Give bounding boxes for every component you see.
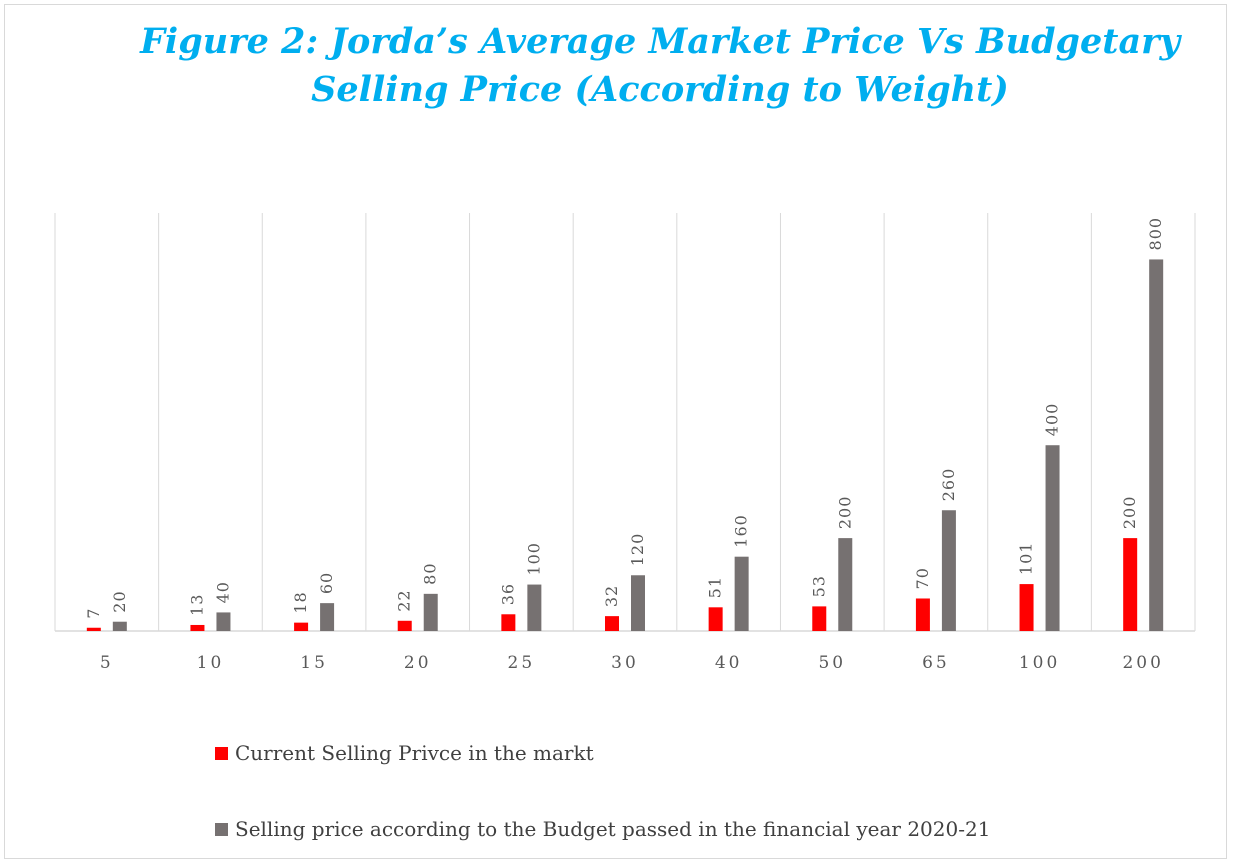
x-tick-label: 65 [922,653,950,673]
bar-budget-price [1149,259,1164,631]
chart-frame [4,4,1227,859]
data-label-budget: 100 [524,542,543,576]
data-label-budget: 20 [110,590,129,612]
x-tick-label: 10 [197,653,225,673]
legend-swatch-budget [215,822,228,836]
data-label-market: 70 [913,567,932,589]
bar-market-price [708,607,723,631]
bar-market-price [397,620,412,631]
bar-market-price [86,627,101,631]
x-tick-label: 200 [1122,653,1163,673]
data-label-market: 51 [706,576,725,598]
data-label-budget: 400 [1043,403,1062,437]
x-tick-label: 30 [611,653,639,673]
bar-budget-price [423,593,438,631]
bar-budget-price [216,612,231,631]
bar-market-price [915,598,930,631]
bar-market-price [812,606,827,631]
bar-market-price [190,624,205,631]
bar-budget-price [631,575,645,631]
x-tick-label: 5 [100,653,114,673]
bar-budget-price [941,510,956,631]
data-label-budget: 120 [628,533,647,567]
data-label-market: 200 [1120,496,1139,530]
legend-swatch-market [215,746,228,760]
legend-label-market: Current Selling Privce in the markt [235,741,594,765]
x-tick-label: 25 [508,653,536,673]
bar-budget-price [320,603,335,631]
legend-item-budget: Selling price according to the Budget pa… [215,817,990,841]
legend-label-budget: Selling price according to the Budget pa… [235,817,991,841]
bar-budget-price [112,621,127,631]
x-tick-label: 100 [1019,653,1060,673]
data-label-budget: 160 [732,514,751,548]
x-tick-label: 20 [404,653,432,673]
bar-market-price [501,614,516,631]
data-label-market: 7 [84,608,103,619]
data-label-budget: 60 [317,572,336,594]
data-label-market: 101 [1017,542,1036,576]
x-tick-label: 50 [818,653,846,673]
bar-budget-price [838,538,853,631]
data-label-market: 53 [809,575,828,597]
data-label-market: 22 [395,589,414,611]
data-label-market: 36 [498,583,517,605]
x-tick-label: 15 [300,653,328,673]
data-label-budget: 40 [213,581,232,603]
bar-budget-price [1045,445,1060,631]
bar-budget-price [527,584,542,631]
bar-budget-price [734,556,749,631]
bar-market-price [605,616,619,631]
data-label-market: 32 [602,585,621,607]
legend-item-market: Current Selling Privce in the markt [215,741,594,765]
data-label-budget: 80 [421,562,440,584]
data-label-budget: 200 [835,496,854,530]
bar-market-price [1019,584,1034,631]
bar-market-price [294,622,309,631]
bar-market-price [1123,538,1138,631]
x-tick-label: 40 [715,653,743,673]
data-label-budget: 260 [939,468,958,502]
data-label-market: 18 [291,591,310,613]
data-label-market: 13 [187,594,206,616]
data-label-budget: 800 [1146,217,1165,251]
chart-title: Figure 2: Jorda’s Average Market Price V… [140,21,1180,110]
